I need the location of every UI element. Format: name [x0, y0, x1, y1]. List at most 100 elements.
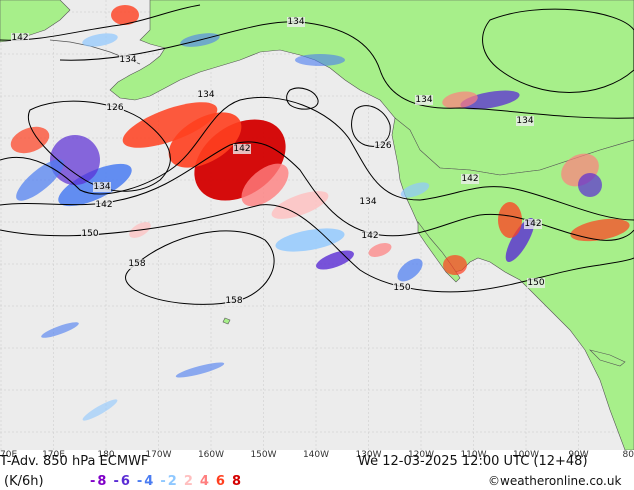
contour-label-bg	[119, 55, 137, 65]
longitude-label: 140W	[302, 450, 330, 460]
contour-label-bg	[106, 103, 124, 113]
contour-label: 134	[197, 90, 214, 100]
longitude-label: 150W	[250, 450, 277, 460]
contour-label: 142	[233, 144, 250, 154]
contour-line	[125, 230, 275, 305]
advection-patch	[122, 102, 218, 148]
advection-shading	[10, 5, 630, 421]
contour-line	[0, 96, 634, 221]
contour-label: 158	[128, 259, 145, 269]
contour-label: 142	[11, 33, 28, 43]
advection-patch	[443, 255, 467, 275]
advection-patch	[368, 243, 392, 257]
units-label: (K/6h)	[4, 474, 44, 489]
contour-label-bg	[361, 231, 379, 241]
contour-label-bg	[374, 141, 392, 151]
legend-value: -4	[136, 474, 156, 489]
land-cuba	[589, 349, 626, 367]
advection-patch	[82, 399, 118, 421]
contour-label: 142	[524, 219, 541, 229]
contour-label: 150	[527, 278, 544, 288]
longitude-labels: 70E 170E 180 170W 160W 150W 140W 130W 120W 110W 10…	[0, 450, 634, 462]
contour-label-bg	[95, 200, 113, 210]
longitude-label: 180	[97, 450, 115, 460]
legend-value: 8	[231, 474, 243, 489]
legend-value: 4	[199, 474, 211, 489]
advection-patch	[10, 126, 50, 154]
contour-label-bg	[524, 219, 542, 229]
advection-patch	[397, 258, 423, 282]
contour-label: 150	[81, 229, 98, 239]
contour-label: 134	[359, 197, 376, 207]
advection-patch	[570, 218, 630, 242]
contour-labels: 142 134 134 126 134 142 134 142 150 158 158 126 134 1…	[11, 17, 545, 306]
longitude-label: 170W	[145, 450, 172, 460]
advection-patch	[50, 135, 100, 185]
color-legend: -8 -6 -4 -2 2 4 6 8	[90, 474, 248, 489]
contour-line	[0, 4, 201, 41]
advection-patch	[578, 173, 602, 197]
legend-value: 2	[183, 474, 195, 489]
contour-line	[286, 87, 319, 110]
longitude-label: 110W	[460, 450, 487, 460]
contour-label-bg	[516, 116, 534, 126]
land-north-america	[391, 117, 634, 450]
contour-label: 158	[225, 296, 242, 306]
contour-line	[0, 204, 634, 293]
copyright: ©weatheronline.co.uk	[488, 474, 622, 488]
longitude-label: 160W	[197, 450, 225, 460]
contour-label-bg	[233, 144, 251, 154]
contour-line	[27, 100, 171, 192]
contour-label: 142	[95, 200, 112, 210]
longitude-label: 70E	[0, 450, 18, 460]
advection-patch	[271, 191, 329, 219]
longitude-label: 100W	[512, 450, 540, 460]
longitude-label: 80	[622, 450, 634, 460]
contour-label-bg	[11, 33, 29, 43]
valid-datetime: We 12-03-2025 12:00 UTC (12+48)	[358, 454, 588, 469]
contour-label: 142	[361, 231, 378, 241]
contour-label: 134	[516, 116, 533, 126]
advection-patch	[241, 163, 289, 207]
land-asia-corner	[0, 0, 71, 43]
contour-label-bg	[93, 182, 111, 192]
longitude-label: 130W	[355, 450, 382, 460]
contour-label: 134	[119, 55, 136, 65]
contour-label: 142	[461, 174, 478, 184]
footer-bar: 70E 170E 180 170W 160W 150W 140W 130W 120W 110W 10…	[0, 450, 634, 490]
land-hawaii	[222, 317, 231, 325]
legend-value: -6	[113, 474, 132, 489]
contour-label-bg	[287, 17, 305, 27]
advection-patch	[442, 91, 478, 109]
contour-line	[0, 141, 634, 241]
legend-value: 6	[215, 474, 227, 489]
contour-label-bg	[393, 283, 411, 293]
legend-value: -2	[160, 474, 179, 489]
contour-label-bg	[415, 95, 433, 105]
advection-patch	[82, 33, 118, 47]
contour-label-bg	[461, 174, 479, 184]
contour-line	[59, 21, 634, 119]
advection-patch	[175, 362, 225, 378]
contour-label-bg	[81, 229, 99, 239]
contour-label-bg	[359, 197, 377, 207]
advection-patch	[16, 159, 64, 201]
map-area: 142 134 134 126 134 142 134 142 150 158 158 126 134 1…	[0, 0, 634, 450]
contour-label: 126	[374, 141, 391, 151]
map-canvas: 142 134 134 126 134 142 134 142 150 158 158 126 134 1…	[0, 0, 634, 450]
contour-label-bg	[225, 296, 243, 306]
advection-patch	[295, 54, 345, 66]
longitude-label: 170E	[42, 450, 65, 460]
longitude-label: 90W	[568, 450, 589, 460]
contour-label: 134	[415, 95, 432, 105]
advection-patch	[498, 202, 522, 238]
advection-patch	[275, 228, 345, 252]
contour-label-bg	[197, 90, 215, 100]
map-title: T-Adv. 850 hPa ECMWF	[0, 454, 149, 469]
contour-line	[482, 8, 634, 93]
contour-label-bg	[128, 259, 146, 269]
contour-label: 150	[393, 283, 410, 293]
advection-patch	[460, 90, 520, 110]
contour-label: 134	[93, 182, 110, 192]
longitude-label: 120W	[407, 450, 435, 460]
